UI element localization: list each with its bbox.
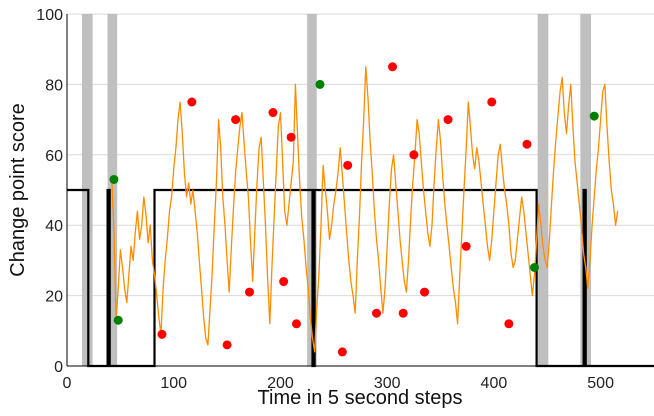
y-tick-label-0: 0 <box>54 359 63 376</box>
red-marker-13 <box>398 308 408 318</box>
green-marker-1 <box>113 315 123 325</box>
red-marker-0 <box>157 329 167 339</box>
step-line <box>67 188 654 368</box>
red-marker-16 <box>443 115 453 125</box>
shaded-band-3 <box>537 14 549 366</box>
red-marker-9 <box>337 347 347 357</box>
red-marker-5 <box>268 108 278 118</box>
x-tick-label-300: 300 <box>374 375 401 392</box>
y-tick-label-80: 80 <box>45 77 63 94</box>
red-marker-10 <box>343 160 353 170</box>
red-marker-7 <box>286 132 296 142</box>
y-tick-label-100: 100 <box>36 7 63 24</box>
red-marker-17 <box>461 241 471 251</box>
x-tick-label-0: 0 <box>63 375 72 392</box>
red-marker-6 <box>279 277 289 287</box>
green-marker-4 <box>589 111 599 121</box>
green-marker-2 <box>315 79 325 89</box>
red-marker-3 <box>231 115 241 125</box>
red-marker-14 <box>409 150 419 160</box>
red-marker-18 <box>487 97 497 107</box>
markers <box>109 62 599 357</box>
step-series <box>67 188 654 368</box>
red-marker-2 <box>222 340 232 350</box>
red-marker-1 <box>187 97 197 107</box>
red-marker-19 <box>504 319 514 329</box>
red-marker-15 <box>420 287 430 297</box>
x-tick-label-400: 400 <box>481 375 508 392</box>
y-tick-label-20: 20 <box>45 289 63 306</box>
y-tick-label-60: 60 <box>45 148 63 165</box>
red-marker-4 <box>245 287 255 297</box>
red-marker-8 <box>291 319 301 329</box>
red-marker-20 <box>522 139 532 149</box>
x-tick-label-500: 500 <box>587 375 614 392</box>
y-axis-title: Change point score <box>7 103 29 276</box>
score-line <box>111 66 619 353</box>
red-marker-12 <box>388 62 398 72</box>
x-tick-label-200: 200 <box>267 375 294 392</box>
x-tick-label-100: 100 <box>160 375 187 392</box>
green-marker-3 <box>529 262 539 272</box>
red-marker-11 <box>372 308 382 318</box>
y-tick-label-40: 40 <box>45 218 63 235</box>
score-series <box>111 66 619 353</box>
tick-labels: 0 100 200 300 400 500 0 20 40 60 80 100 <box>36 7 614 392</box>
x-axis-title: Time in 5 second steps <box>258 387 463 409</box>
green-marker-0 <box>109 174 119 184</box>
